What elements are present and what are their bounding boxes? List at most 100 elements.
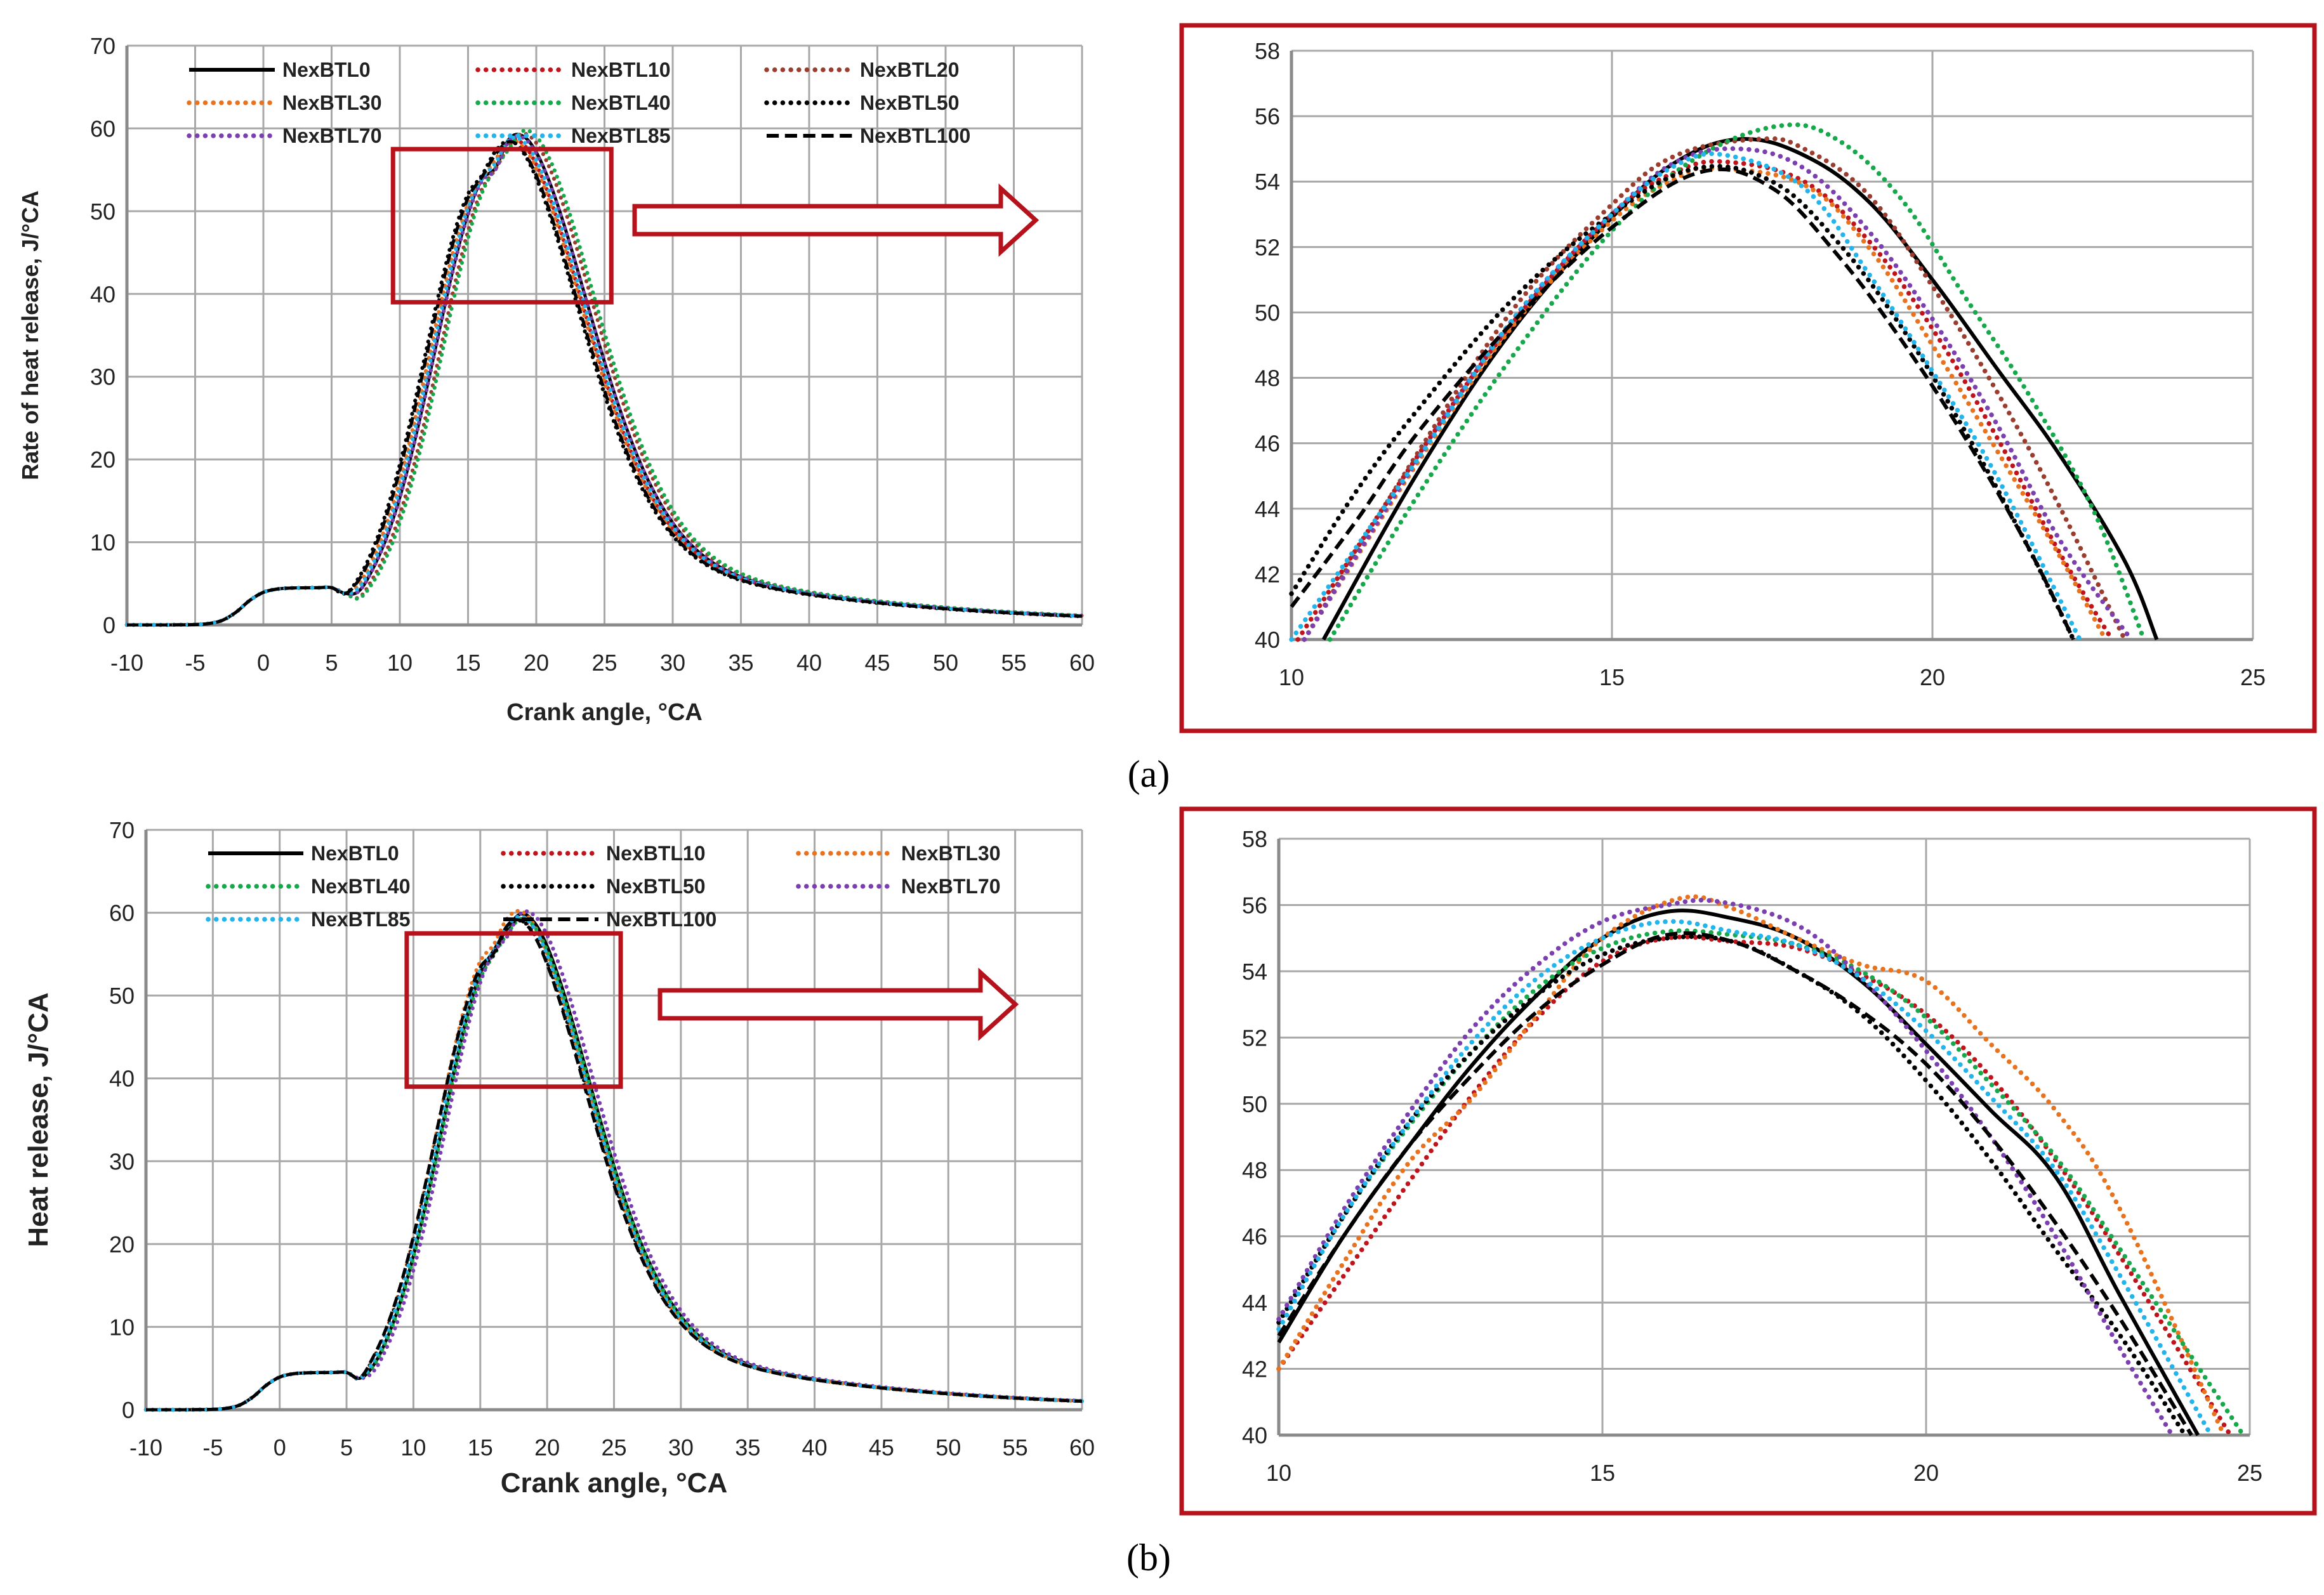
x-tick-label: 55: [1003, 1434, 1028, 1460]
series-nexbtl70: [1302, 146, 2134, 642]
series-nexbtl40: [1327, 122, 2147, 642]
y-tick-label: 50: [1255, 299, 1280, 325]
legend-label-nexbtl85: NexBTL85: [571, 124, 671, 147]
y-tick-label: 0: [103, 612, 116, 638]
x-tick-label: -10: [129, 1434, 162, 1460]
y-tick-label: 70: [109, 817, 135, 843]
y-tick-label: 10: [90, 530, 116, 556]
x-tick-label: 20: [1913, 1460, 1939, 1486]
series-nexbtl40: [1276, 928, 2246, 1438]
series-nexbtl50: [1276, 934, 2188, 1438]
legend-label-nexbtl10: NexBTL10: [606, 842, 706, 865]
x-tick-label: -5: [202, 1434, 223, 1460]
x-tick-label: 40: [796, 650, 822, 676]
x-tick-label: 20: [1920, 664, 1945, 690]
x-tick-label: 30: [668, 1434, 694, 1460]
y-tick-label: 56: [1242, 892, 1267, 918]
x-tick-label: 50: [935, 1434, 961, 1460]
chart-a-main: -10 -5 0 5 10 15 20 25 30 35 40 45 50 55 60 0 10 20 30 40 50…: [17, 33, 1095, 726]
series-nexbtl50: [1289, 164, 2076, 642]
legend-label-nexbtl0: NexBTL0: [282, 58, 371, 81]
y-axis-title: Rate of heat release, J/°CA: [17, 190, 43, 480]
y-tick-label: 40: [1255, 627, 1280, 653]
y-tick-label: 48: [1242, 1157, 1267, 1183]
chart-b-zoom: 10 15 20 25 40 42 44 46 48 50 52 54 56 58: [1179, 806, 2317, 1516]
y-tick-label: 10: [109, 1314, 135, 1340]
y-axis-title: Heat release, J/°CA: [23, 992, 54, 1247]
chart-a-zoom: 10 15 20 25 40 42 44 46 48 50 52 54 56 58: [1179, 23, 2317, 733]
legend-label-nexbtl40: NexBTL40: [571, 91, 671, 114]
x-tick-label: 45: [869, 1434, 894, 1460]
y-tick-label: 56: [1255, 103, 1280, 129]
legend-label-nexbtl50: NexBTL50: [860, 91, 960, 114]
series-nexbtl100: [127, 140, 1083, 627]
y-tick-label: 20: [109, 1231, 135, 1257]
legend-label-nexbtl100: NexBTL100: [606, 908, 716, 931]
x-tick-label: 15: [468, 1434, 493, 1460]
y-tick-label: 44: [1242, 1290, 1267, 1316]
x-tick-label: 10: [400, 1434, 426, 1460]
legend-label-nexbtl30: NexBTL30: [901, 842, 1001, 865]
zoom-region-box: [404, 931, 623, 1089]
y-tick-label: 50: [90, 199, 116, 225]
y-tick-label: 54: [1255, 169, 1280, 195]
x-tick-label: 15: [1599, 664, 1625, 690]
y-tick-label: 0: [122, 1397, 135, 1423]
series-nexbtl0: [1321, 136, 2159, 641]
legend-label-nexbtl40: NexBTL40: [311, 875, 411, 898]
zoom-arrow: [657, 968, 1019, 1041]
x-tick-label: 25: [2240, 664, 2266, 690]
series-nexbtl100: [1277, 931, 2193, 1436]
y-tick-label: 30: [90, 364, 116, 390]
y-tick-label: 60: [109, 900, 135, 926]
x-tick-label: 60: [1069, 650, 1095, 676]
series-nexbtl100: [146, 918, 1083, 1412]
series-nexbtl85: [1276, 919, 2214, 1438]
y-tick-label: 40: [90, 281, 116, 307]
zoom-frame: [1179, 23, 2317, 733]
y-tick-label: 54: [1242, 959, 1267, 985]
x-tick-label: 25: [2237, 1460, 2262, 1486]
x-tick-label: 35: [735, 1434, 760, 1460]
x-axis-title: Crank angle, °CA: [506, 699, 703, 726]
series-nexbtl10: [1295, 159, 2115, 642]
x-tick-label: 60: [1069, 1434, 1095, 1460]
zoom-arrow: [632, 183, 1040, 257]
y-tick-label: 46: [1255, 431, 1280, 457]
legend-label-nexbtl0: NexBTL0: [311, 842, 399, 865]
x-tick-label: 15: [455, 650, 480, 676]
y-tick-label: 44: [1255, 496, 1280, 522]
x-tick-label: 0: [257, 650, 270, 676]
y-tick-label: 58: [1242, 826, 1267, 852]
y-tick-label: 58: [1255, 38, 1280, 64]
legend-label-nexbtl10: NexBTL10: [571, 58, 671, 81]
x-tick-label: 10: [1266, 1460, 1291, 1486]
x-tick-label: 15: [1590, 1460, 1615, 1486]
series-nexbtl10: [1276, 934, 2233, 1438]
x-tick-label: 50: [933, 650, 958, 676]
x-tick-label: 30: [660, 650, 685, 676]
zoom-frame: [1179, 806, 2317, 1516]
y-tick-label: 30: [109, 1148, 135, 1174]
y-tick-label: 50: [1242, 1091, 1267, 1117]
x-tick-label: 20: [534, 1434, 560, 1460]
x-tick-label: 55: [1001, 650, 1026, 676]
x-tick-label: 20: [524, 650, 549, 676]
series-nexbtl85: [1289, 151, 2083, 642]
legend-label-nexbtl85: NexBTL85: [311, 908, 411, 931]
y-tick-label: 70: [90, 33, 116, 59]
legend-label-nexbtl100: NexBTL100: [860, 124, 970, 147]
legend-label-nexbtl50: NexBTL50: [606, 875, 706, 898]
legend-label-nexbtl70: NexBTL70: [282, 124, 382, 147]
x-tick-label: -10: [110, 650, 143, 676]
x-tick-label: 5: [340, 1434, 353, 1460]
chart-b-main: -10 -5 0 5 10 15 20 25 30 35 40 45 50 55 60 0 10 20 30 40 50…: [23, 817, 1095, 1499]
y-tick-label: 48: [1255, 365, 1280, 391]
x-tick-label: -5: [185, 650, 205, 676]
series-nexbtl70: [1276, 898, 2175, 1438]
y-tick-label: 42: [1242, 1356, 1267, 1382]
panel-label-a: (a): [1128, 753, 1170, 795]
series-nexbtl20: [1302, 136, 2127, 642]
series-nexbtl100: [1290, 167, 2075, 641]
